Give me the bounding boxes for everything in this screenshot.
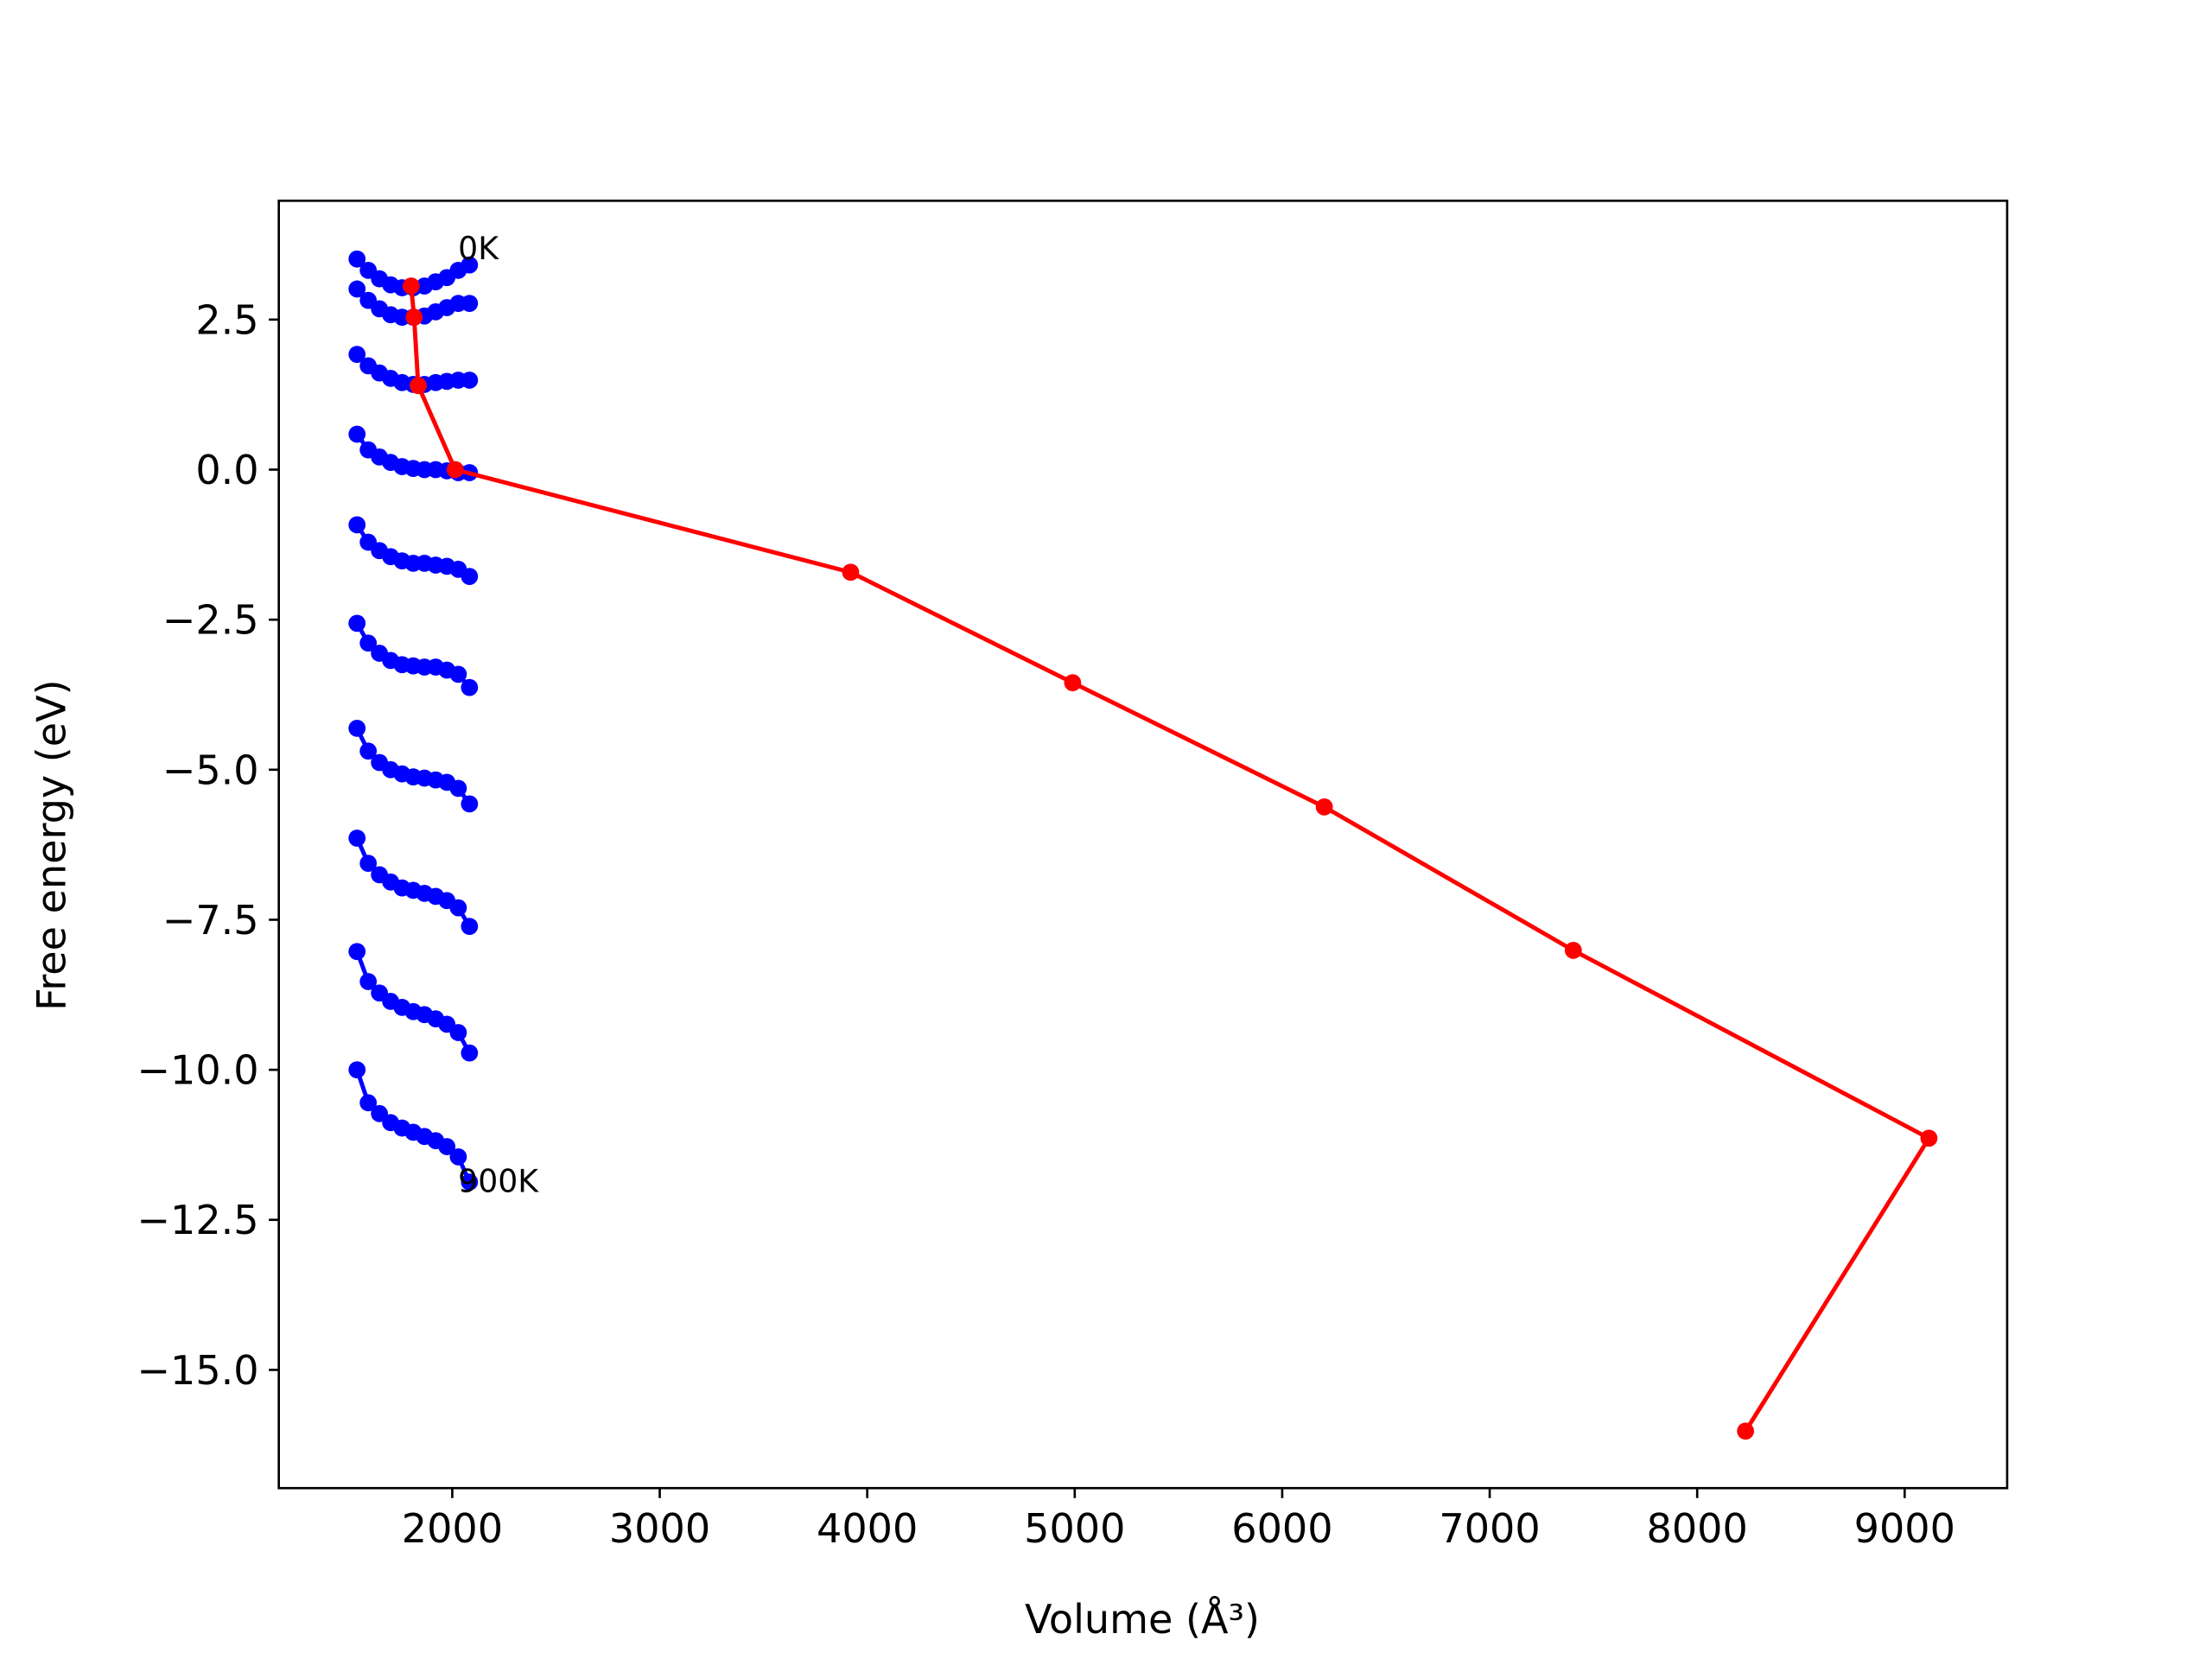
- point: [405, 308, 423, 326]
- point: [461, 918, 479, 935]
- series-line: [409, 285, 1932, 1433]
- point: [359, 973, 378, 990]
- annotation: 0K: [458, 230, 499, 267]
- point: [348, 1061, 366, 1078]
- point: [348, 516, 366, 534]
- point: [449, 665, 467, 683]
- point: [1315, 798, 1333, 816]
- y-tick-label: −10.0: [137, 1047, 258, 1094]
- x-axis-label: Volume (Å³): [1025, 1596, 1260, 1643]
- point: [1564, 942, 1582, 959]
- x-tick-label: 9000: [1854, 1505, 1955, 1552]
- point: [461, 795, 479, 813]
- point: [359, 634, 378, 652]
- point: [348, 280, 366, 298]
- point: [449, 779, 467, 798]
- x-tick-label: 6000: [1231, 1505, 1332, 1552]
- x-tick-label: 3000: [609, 1505, 710, 1552]
- point: [461, 678, 479, 696]
- point: [438, 1138, 456, 1155]
- point: [348, 720, 366, 737]
- point: [410, 377, 427, 395]
- x-tick-label: 7000: [1439, 1505, 1540, 1552]
- point: [348, 346, 366, 364]
- point: [402, 277, 420, 295]
- annotation: 900K: [458, 1163, 539, 1200]
- point: [1064, 674, 1082, 691]
- point: [461, 1173, 479, 1191]
- point: [348, 830, 366, 847]
- x-tick-label: 5000: [1024, 1505, 1125, 1552]
- point: [446, 461, 464, 479]
- point: [842, 563, 860, 582]
- x-tick-label: 4000: [817, 1505, 918, 1552]
- y-tick-label: 0.0: [195, 447, 258, 493]
- point: [461, 295, 479, 312]
- y-tick-label: −12.5: [137, 1197, 258, 1243]
- point: [348, 425, 366, 443]
- point: [461, 256, 479, 274]
- y-tick-label: −2.5: [162, 597, 259, 644]
- point: [348, 943, 366, 961]
- point: [449, 1024, 467, 1041]
- x-tick-label: 2000: [402, 1505, 503, 1552]
- y-tick-label: −7.5: [162, 897, 259, 944]
- point: [348, 250, 366, 268]
- point: [1737, 1422, 1755, 1440]
- point: [359, 742, 378, 760]
- point: [461, 1044, 479, 1062]
- point: [1920, 1129, 1938, 1147]
- point: [449, 1147, 467, 1166]
- y-axis-label: Free energy (eV): [29, 679, 75, 1010]
- point: [359, 1094, 378, 1112]
- x-tick-label: 8000: [1647, 1505, 1748, 1552]
- point: [461, 568, 479, 586]
- point: [359, 855, 378, 873]
- y-tick-label: 2.5: [195, 296, 258, 343]
- plot-frame: [277, 200, 2009, 1490]
- y-tick-label: −5.0: [162, 747, 259, 793]
- y-tick-label: −15.0: [137, 1347, 258, 1394]
- point: [449, 899, 467, 917]
- point: [348, 614, 366, 632]
- point: [461, 372, 479, 389]
